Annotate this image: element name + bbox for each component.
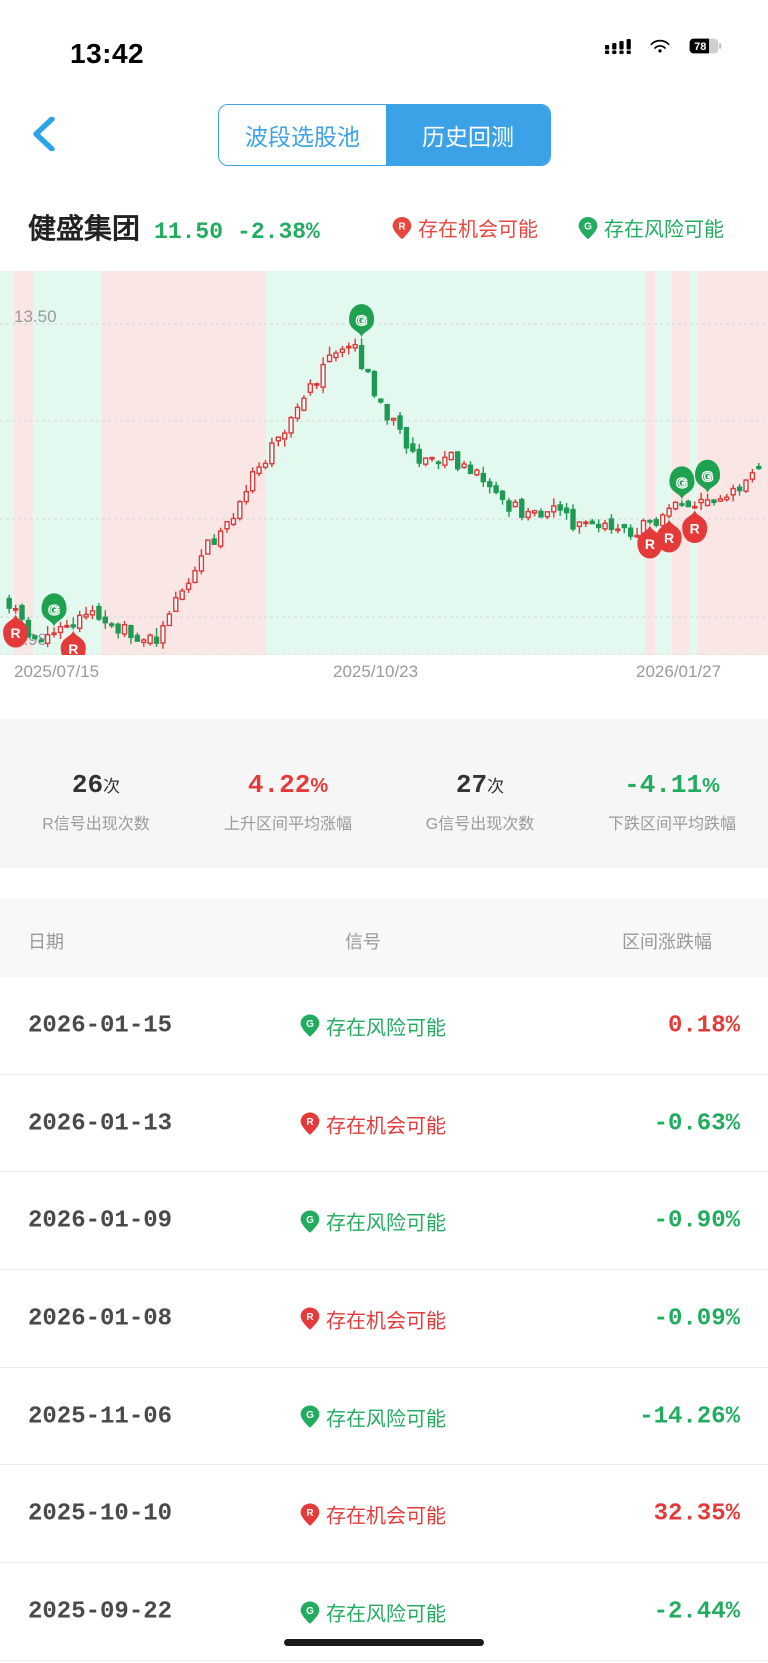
svg-text:R: R — [664, 530, 674, 546]
svg-text:G: G — [702, 468, 714, 485]
svg-text:G: G — [306, 1019, 314, 1030]
svg-text:R: R — [306, 1312, 314, 1323]
svg-text:R: R — [68, 641, 78, 655]
svg-text:R: R — [306, 1508, 314, 1519]
svg-text:G: G — [676, 475, 688, 492]
svg-text:R: R — [11, 625, 21, 641]
svg-text:G: G — [306, 1605, 314, 1616]
svg-text:G: G — [306, 1215, 314, 1226]
svg-text:R: R — [690, 520, 700, 536]
svg-text:R: R — [645, 536, 655, 552]
svg-text:R: R — [306, 1117, 314, 1128]
svg-text:G: G — [356, 313, 368, 330]
svg-text:G: G — [584, 221, 592, 232]
svg-text:R: R — [398, 221, 406, 232]
svg-text:78: 78 — [694, 41, 706, 53]
svg-text:G: G — [306, 1410, 314, 1421]
svg-text:G: G — [48, 602, 60, 619]
